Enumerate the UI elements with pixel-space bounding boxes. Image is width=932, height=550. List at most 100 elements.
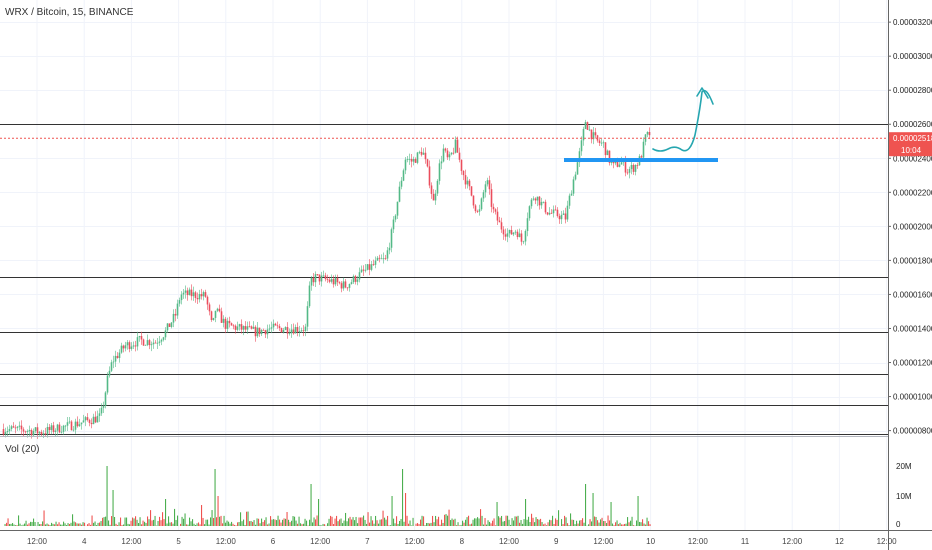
volume-bar xyxy=(315,519,317,526)
volume-bar xyxy=(274,519,276,526)
projection-drawing[interactable] xyxy=(652,89,714,152)
volume-bar xyxy=(340,518,342,526)
candle xyxy=(198,289,201,303)
volume-bar xyxy=(255,524,257,526)
volume-bar xyxy=(531,513,533,526)
volume-bar xyxy=(6,522,8,526)
candle xyxy=(112,355,115,369)
candle xyxy=(38,430,41,436)
volume-bar xyxy=(216,517,218,526)
volume-bar xyxy=(175,519,177,526)
volume-bar xyxy=(649,524,651,526)
volume-bar xyxy=(79,523,81,526)
candle xyxy=(392,216,395,233)
volume-bar xyxy=(280,522,282,526)
volume-bar xyxy=(61,524,63,526)
candle xyxy=(474,204,477,214)
time-tick-label: 9 xyxy=(554,537,559,546)
time-axis[interactable]: 12:00 4 12:00 5 12:00 6 12:00 7 12:00 8 … xyxy=(27,537,897,546)
volume-bar xyxy=(475,518,477,526)
volume-bar xyxy=(120,517,122,526)
candle xyxy=(504,228,507,241)
volume-bar xyxy=(588,524,590,526)
candle xyxy=(564,207,567,224)
volume-bar xyxy=(298,516,300,526)
candle xyxy=(64,424,67,432)
volume-bar xyxy=(469,524,471,526)
volume-bar xyxy=(232,523,234,526)
volume-bar xyxy=(18,515,20,526)
volume-bar xyxy=(409,520,411,526)
volume-bar xyxy=(450,520,452,526)
symbol-title[interactable]: WRX / Bitcoin, 15, BINANCE xyxy=(5,7,134,18)
candle xyxy=(548,207,551,216)
volume-bar xyxy=(495,525,497,526)
volume-bar xyxy=(373,523,375,526)
candle xyxy=(524,229,527,246)
candle xyxy=(336,274,339,286)
candle xyxy=(484,181,487,198)
time-tick-label: 12:00 xyxy=(405,537,426,546)
candle xyxy=(54,428,57,437)
candle xyxy=(204,289,207,298)
time-tick-label: 12:00 xyxy=(782,537,803,546)
candle xyxy=(84,416,87,427)
candle xyxy=(490,183,493,213)
volume-bar xyxy=(442,522,444,526)
candle xyxy=(58,422,61,434)
volume-bar xyxy=(513,520,515,526)
candle xyxy=(104,391,107,409)
volume-bar xyxy=(154,515,156,526)
volume-bar xyxy=(393,518,395,526)
candle xyxy=(100,403,103,416)
candle xyxy=(604,142,607,160)
volume-bar xyxy=(67,523,69,526)
candle xyxy=(438,159,441,185)
volume-bar xyxy=(589,519,591,526)
volume-bar xyxy=(37,521,39,526)
candle xyxy=(226,317,229,333)
volume-bar xyxy=(21,525,23,526)
volume-bar xyxy=(288,519,290,526)
candle xyxy=(580,136,583,156)
candle xyxy=(612,161,615,169)
candle xyxy=(488,175,491,195)
volume-bar xyxy=(174,508,176,526)
volume-bar xyxy=(63,521,65,526)
volume-bar xyxy=(562,524,564,526)
candle xyxy=(110,359,113,372)
candle xyxy=(558,213,561,224)
candle xyxy=(586,121,589,131)
candle xyxy=(552,205,555,218)
candle xyxy=(606,149,609,156)
volume-bar xyxy=(70,522,72,526)
volume-bar xyxy=(15,525,17,526)
volume-bar xyxy=(337,521,339,526)
volume-bar xyxy=(45,524,47,526)
volume-bar xyxy=(40,524,42,526)
volume-bar xyxy=(445,514,447,526)
candle xyxy=(184,285,187,299)
candle xyxy=(28,425,31,437)
volume-bar xyxy=(234,524,236,526)
candle xyxy=(94,411,97,424)
volume-axis[interactable]: 20M 10M 0 xyxy=(896,462,912,529)
volume-bar xyxy=(477,517,479,526)
candle xyxy=(448,151,451,161)
candle xyxy=(212,317,215,321)
volume-bar xyxy=(199,524,201,526)
volume-bar xyxy=(438,516,440,526)
volume-bar xyxy=(633,525,635,526)
candle xyxy=(152,338,155,349)
candle xyxy=(634,164,637,176)
candle xyxy=(444,147,447,153)
volume-bar xyxy=(141,524,143,526)
volume-bar xyxy=(382,510,384,526)
candle xyxy=(96,410,99,423)
volume-bar xyxy=(621,524,623,526)
volume-bar xyxy=(16,525,18,526)
volume-bar xyxy=(93,522,95,526)
candle xyxy=(134,340,137,352)
price-axis[interactable]: 0.00003200 0.00003000 0.00002800 0.00002… xyxy=(893,18,932,435)
